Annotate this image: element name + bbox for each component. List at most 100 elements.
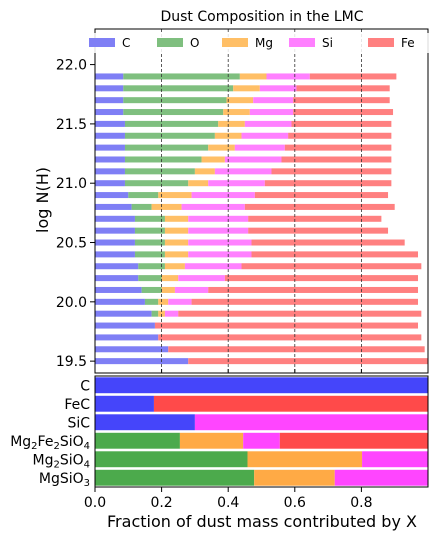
y-tick-label: 20.0 (56, 295, 87, 311)
bar-segment-si (181, 203, 245, 210)
bar-segment-fe (224, 275, 419, 282)
bar-segment-c (95, 322, 155, 329)
bar-segment-o (95, 451, 248, 468)
legend: C O Mg Si Fe (87, 33, 430, 53)
bar-segment-c (95, 251, 135, 258)
bar-segment-fe (254, 192, 389, 199)
legend-swatch-mg (222, 38, 248, 47)
bar-segment-fe (279, 432, 428, 449)
legend-label-si: Si (322, 36, 333, 50)
legend-label-o: O (190, 36, 199, 50)
bar-segment-fe (158, 334, 422, 341)
bar-segment-si (188, 227, 249, 234)
bar-segment-mg (164, 251, 189, 258)
bar-segment-fe (271, 168, 392, 175)
bar-segment-si (178, 275, 225, 282)
category-label: Mg2Fe2SiO4 (10, 434, 90, 452)
bar-segment-si (208, 180, 265, 187)
bar-segment-mg (218, 120, 245, 127)
bar-segment-mg (194, 168, 215, 175)
bar-segment-c (95, 168, 125, 175)
bar-segment-fe (296, 85, 390, 92)
bar-segment-fe (284, 144, 392, 151)
legend-label-fe: Fe (401, 36, 415, 50)
bar-segment-mg (164, 239, 189, 246)
bar-segment-o (124, 180, 189, 187)
bar-segment-mg (158, 310, 165, 317)
y-tick-label: 22.0 (56, 58, 87, 74)
bar-segment-mg (164, 227, 189, 234)
legend-swatch-o (157, 38, 183, 47)
bar-segment-mg (158, 298, 169, 305)
bar-segment-fe (191, 298, 419, 305)
bar-segment-si (168, 298, 192, 305)
bar-segment-si (241, 132, 289, 139)
bar-segment-si (244, 120, 292, 127)
bar-segment-fe (153, 395, 429, 412)
bar-segment-c (95, 97, 124, 104)
bar-segment-c (95, 132, 125, 139)
bar-segment-si (164, 310, 179, 317)
bar-segment-si (234, 144, 285, 151)
bar-segment-si (188, 215, 249, 222)
x-tick-label: 0.0 (84, 495, 106, 511)
bar-segment-fe (291, 120, 392, 127)
bar-segment-mg (161, 275, 179, 282)
bar-segment-o (124, 132, 215, 139)
bar-segment-c (95, 298, 145, 305)
bar-segment-o (138, 275, 162, 282)
bar-segment-si (259, 85, 297, 92)
bar-segment-si (224, 156, 282, 163)
bar-segment-mg (254, 469, 335, 486)
bar-segment-si (249, 109, 294, 116)
bar-segment-o (124, 168, 195, 175)
bar-segment-fe (288, 132, 392, 139)
bar-segment-c (95, 310, 152, 317)
bar-segment-si (334, 469, 428, 486)
x-tick-label: 0.4 (217, 495, 239, 511)
bar-segment-o (124, 156, 202, 163)
bar-segment-mg (164, 263, 185, 270)
bar-segment-mg (233, 85, 260, 92)
bar-segment-c (95, 263, 139, 270)
bar-segment-c (95, 346, 169, 353)
bar-segment-mg (239, 73, 267, 80)
bar-segment-o (134, 227, 165, 234)
bar-segment-mg (188, 180, 209, 187)
bar-segment-c (95, 144, 125, 151)
bar-segment-o (123, 85, 234, 92)
y-tick-label: 19.5 (56, 354, 87, 370)
bar-segment-mg (226, 97, 254, 104)
bar-segment-si (362, 451, 428, 468)
bar-segment-fe (309, 73, 397, 80)
bar-segment-o (134, 251, 165, 258)
bar-segment-c (95, 109, 124, 116)
x-tick-label: 0.2 (150, 495, 172, 511)
bar-segment-c (95, 203, 132, 210)
bottom-plot-frame (94, 375, 429, 488)
bar-segment-fe (244, 203, 395, 210)
bar-segment-c (95, 85, 124, 92)
bar-segment-fe (281, 156, 392, 163)
top-plot-frame (94, 28, 429, 374)
bar-segment-mg (151, 203, 182, 210)
bar-segment-o (131, 203, 152, 210)
x-tick-label: 0.8 (350, 495, 372, 511)
y-tick-label: 21.0 (56, 176, 87, 192)
bar-segment-fe (241, 263, 422, 270)
bar-segment-c (95, 395, 154, 412)
bar-segment-fe (188, 358, 428, 365)
bar-segment-o (95, 432, 180, 449)
bar-segment-si (188, 239, 252, 246)
bar-segment-mg (208, 144, 235, 151)
bar-segment-o (124, 120, 219, 127)
bar-segment-mg (161, 286, 175, 293)
category-label: Mg2SiO4 (32, 452, 90, 470)
bar-segment-o (123, 97, 227, 104)
bar-segment-c (95, 334, 159, 341)
bar-segment-mg (164, 215, 189, 222)
bar-segment-si (243, 432, 280, 449)
top-panel: 19.5 20.0 20.5 21.0 21.5 22.0 (56, 28, 429, 374)
